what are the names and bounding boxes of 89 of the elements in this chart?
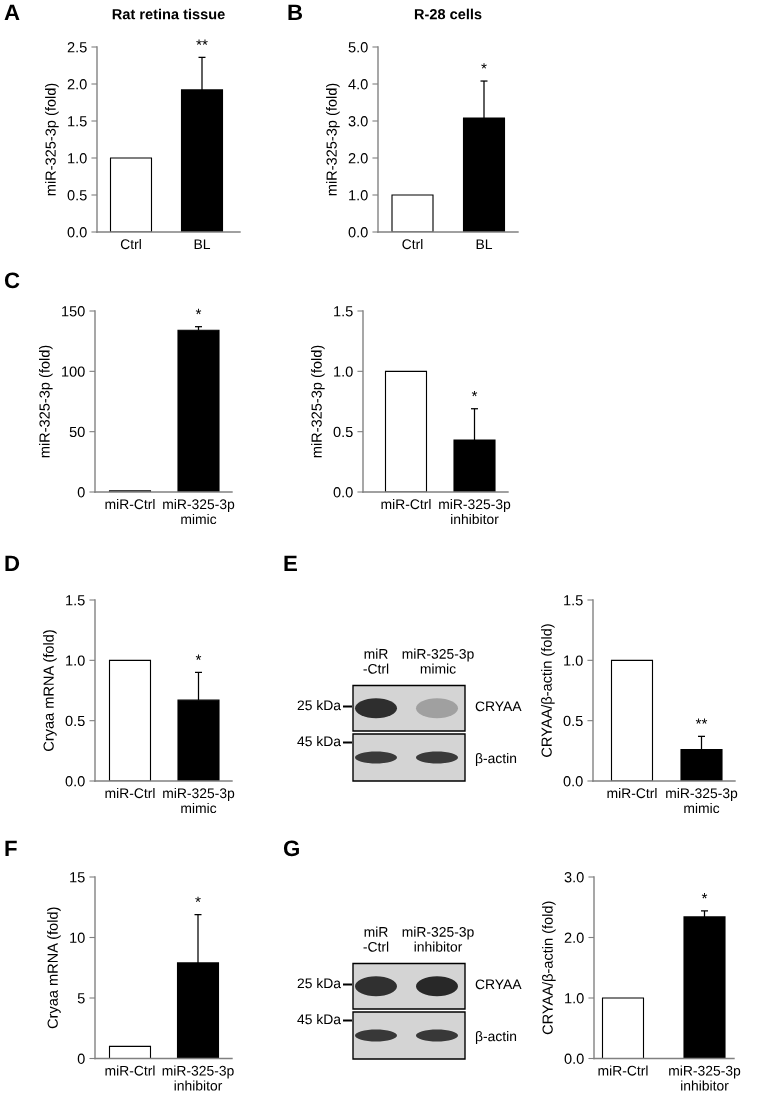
- text: 25 kDa: [297, 978, 341, 989]
- y-tick-label: 2.0: [67, 79, 87, 90]
- annotation: *: [195, 896, 201, 903]
- y-tick-label: 0.0: [65, 776, 85, 787]
- y-tick-label: 0.0: [348, 227, 368, 238]
- y-axis-title: miR-325-3p (fold): [45, 83, 59, 196]
- text: 25 kDa: [297, 700, 341, 711]
- y-tick-label: 1.0: [565, 993, 584, 1004]
- x-tick-label: BL: [476, 239, 493, 250]
- text: E: [284, 555, 297, 571]
- text: G: [283, 840, 299, 857]
- y-tick-label: 0.5: [67, 190, 87, 201]
- text: miR-325-3p mimic: [402, 648, 474, 674]
- y-axis-title: miR-325-3p (fold): [326, 83, 340, 196]
- text: 45 kDa: [297, 736, 341, 747]
- y-tick-label: 0: [77, 487, 85, 498]
- annotation: *: [701, 893, 708, 899]
- y-tick-label: 0.0: [333, 487, 353, 498]
- x-tick-label: miR-Ctrl: [105, 498, 155, 510]
- y-tick-label: 2.0: [348, 153, 368, 164]
- y-tick-label: 100: [62, 366, 85, 377]
- y-tick-label: 3.0: [564, 872, 584, 883]
- y-tick-label: 1.0: [564, 655, 583, 666]
- y-tick-label: 1.0: [334, 366, 353, 377]
- chart-title: R-28 cells: [414, 8, 482, 20]
- y-tick-label: 2.5: [67, 42, 87, 53]
- y-tick-label: 15: [70, 872, 85, 883]
- x-tick-label: Ctrl: [120, 238, 141, 250]
- text: C: [4, 272, 20, 289]
- y-tick-label: 1.0: [66, 655, 85, 666]
- annotation: *: [471, 390, 478, 397]
- x-tick-label: miR-Ctrl: [598, 1065, 648, 1076]
- x-tick-label: miR-Ctrl: [381, 498, 431, 510]
- y-tick-label: 4.0: [348, 79, 368, 90]
- x-tick-label: miR-325-3p inhibitor: [162, 1065, 234, 1091]
- y-axis-title: Cryaa mRNA (fold): [43, 630, 57, 751]
- text: A: [4, 4, 20, 20]
- x-tick-label: miR-325-3p mimic: [666, 787, 738, 814]
- x-tick-label: miR-Ctrl: [105, 1065, 155, 1076]
- text: B: [288, 4, 303, 20]
- annotation: *: [481, 63, 487, 69]
- text: miR -Ctrl: [363, 926, 389, 952]
- text: 45 kDa: [297, 1014, 341, 1025]
- y-tick-label: 0.0: [564, 1053, 584, 1064]
- x-tick-label: miR-325-3p mimic: [163, 787, 235, 814]
- x-tick-label: miR-Ctrl: [105, 787, 155, 799]
- chart-title: Rat retina tissue: [112, 8, 225, 20]
- text: β-actin: [475, 753, 517, 766]
- text: β-actin: [475, 1031, 517, 1044]
- annotation: **: [196, 39, 208, 45]
- y-tick-label: 1.5: [334, 306, 353, 317]
- y-axis-title: Cryaa mRNA (fold): [47, 907, 61, 1029]
- text: miR-325-3p inhibitor: [402, 926, 474, 952]
- y-tick-label: 1.5: [66, 595, 85, 606]
- y-axis-title: CRYAA/β-actin (fold): [542, 901, 556, 1035]
- y-tick-label: 0.5: [333, 426, 353, 438]
- x-tick-label: miR-Ctrl: [607, 787, 657, 799]
- y-tick-label: 0.0: [563, 776, 583, 787]
- x-tick-label: BL: [194, 239, 211, 250]
- y-tick-label: 10: [70, 932, 85, 943]
- text: F: [5, 840, 17, 856]
- y-tick-label: 3.0: [348, 116, 368, 127]
- y-axis-title: CRYAA/β-actin (fold): [541, 624, 555, 757]
- x-tick-label: Ctrl: [402, 238, 423, 250]
- x-tick-label: miR-325-3p mimic: [163, 498, 235, 525]
- x-tick-label: miR-325-3p inhibitor: [669, 1065, 741, 1091]
- y-tick-label: 150: [62, 306, 85, 317]
- y-axis-title: miR-325-3p (fold): [311, 345, 325, 458]
- y-tick-label: 0.5: [563, 715, 583, 727]
- x-tick-label: miR-325-3p inhibitor: [439, 498, 511, 525]
- y-tick-label: 50: [69, 426, 85, 438]
- y-tick-label: 1.5: [564, 595, 583, 606]
- annotation: **: [695, 718, 708, 724]
- y-tick-label: 0.5: [65, 715, 85, 727]
- annotation: *: [195, 654, 202, 660]
- y-axis-title: miR-325-3p (fold): [39, 345, 53, 458]
- text: D: [5, 555, 20, 571]
- y-tick-label: 1.5: [68, 116, 87, 127]
- y-tick-label: 0: [77, 1053, 85, 1064]
- y-tick-label: 1.0: [349, 190, 368, 201]
- annotation: *: [195, 308, 202, 315]
- y-tick-label: 5: [77, 993, 85, 1004]
- text: CRYAA: [475, 701, 522, 712]
- y-tick-label: 1.0: [68, 153, 87, 164]
- text: miR -Ctrl: [363, 648, 389, 674]
- y-tick-label: 5.0: [348, 42, 368, 53]
- y-tick-label: 0.0: [67, 227, 87, 238]
- text: CRYAA: [475, 979, 522, 990]
- y-tick-label: 2.0: [564, 932, 584, 943]
